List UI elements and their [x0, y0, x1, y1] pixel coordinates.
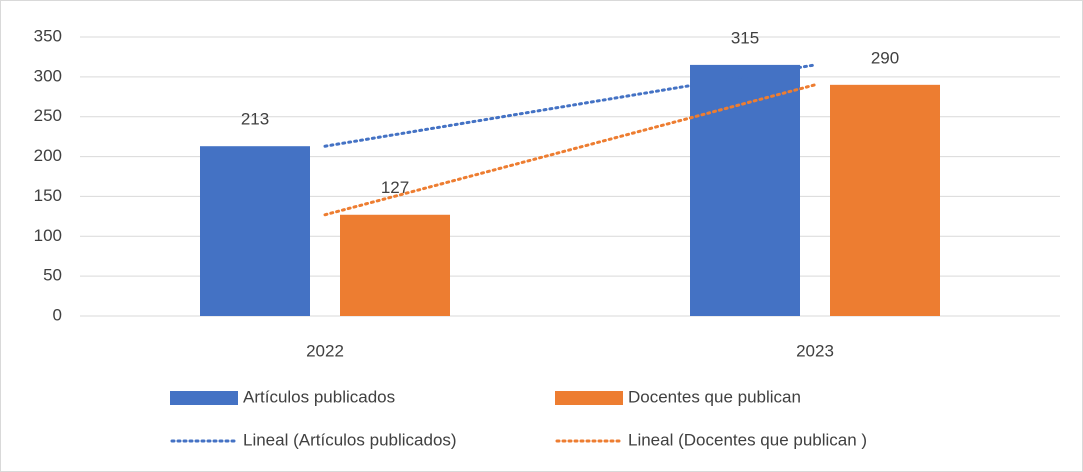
y-tick-label: 200	[34, 146, 62, 165]
bar	[830, 84, 940, 316]
legend-label: Lineal (Artículos publicados)	[243, 430, 457, 449]
data-label: 290	[871, 48, 899, 67]
bar	[690, 64, 800, 317]
data-label: 213	[241, 110, 269, 129]
y-tick-label: 50	[43, 266, 62, 285]
legend-label: Docentes que publican	[628, 387, 801, 406]
legend-label: Artículos publicados	[243, 387, 395, 406]
y-tick-label: 0	[53, 305, 62, 324]
x-tick-label: 2022	[306, 341, 344, 360]
x-tick-label: 2023	[796, 341, 834, 360]
y-tick-label: 300	[34, 66, 62, 85]
legend-swatch	[555, 391, 623, 405]
legend-label: Lineal (Docentes que publican )	[628, 430, 867, 449]
trendline	[323, 83, 817, 217]
bar	[200, 146, 310, 316]
legend-swatch	[170, 391, 238, 405]
trendline	[323, 63, 817, 148]
y-tick-label: 250	[34, 106, 62, 125]
data-label: 315	[731, 28, 759, 47]
y-tick-label: 350	[34, 26, 62, 45]
y-tick-label: 100	[34, 226, 62, 245]
bar	[340, 214, 450, 316]
data-label: 127	[381, 178, 409, 197]
y-tick-label: 150	[34, 186, 62, 205]
